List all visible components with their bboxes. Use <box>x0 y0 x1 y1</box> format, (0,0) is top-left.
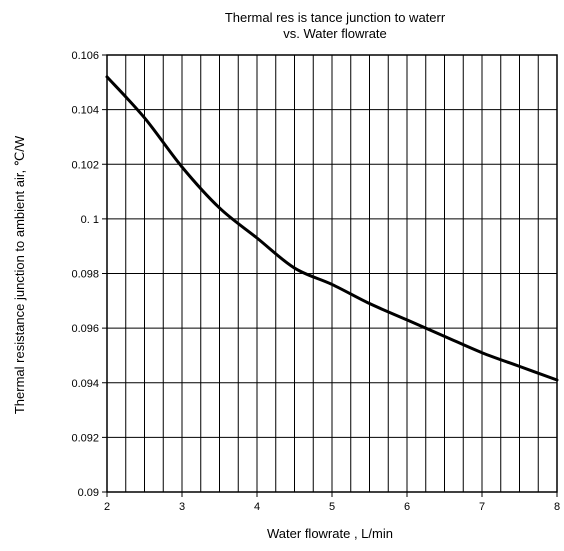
x-tick-label: 7 <box>479 501 485 513</box>
y-tick-label: 0. 1 <box>81 214 99 226</box>
y-tick-label: 0.096 <box>71 323 99 335</box>
chart-title: Thermal res is tance junction to waterr … <box>225 10 446 41</box>
y-tick-label: 0.092 <box>71 432 99 444</box>
y-tick-label: 0.098 <box>71 269 99 281</box>
x-tick-label: 3 <box>179 501 185 513</box>
x-tick-label: 6 <box>404 501 410 513</box>
x-tick-labels: 2 3 4 5 6 7 8 <box>104 501 560 513</box>
series-line <box>105 75 559 382</box>
y-tick-label: 0.104 <box>71 105 99 117</box>
y-tick-label: 0.102 <box>71 159 99 171</box>
x-axis-label: Water flowrate , L/min <box>267 526 393 541</box>
y-tick-label: 0.09 <box>78 487 99 499</box>
chart-title-line-2: vs. Water flowrate <box>283 26 387 41</box>
series-group <box>105 75 559 382</box>
x-tick-label: 5 <box>329 501 335 513</box>
y-axis-label: Thermal resistance junction to ambient a… <box>12 135 27 414</box>
y-tick-label: 0.094 <box>71 378 99 390</box>
y-tick-label: 0.106 <box>71 50 99 62</box>
grid-lines <box>107 55 557 492</box>
axes <box>102 54 558 497</box>
x-tick-label: 8 <box>554 501 560 513</box>
x-tick-label: 2 <box>104 501 110 513</box>
y-tick-labels: 0.09 0.092 0.094 0.096 0.098 0. 1 0.102 0.104 0.… <box>71 50 99 499</box>
chart-title-line-1: Thermal res is tance junction to waterr <box>225 10 446 25</box>
x-tick-label: 4 <box>254 501 260 513</box>
